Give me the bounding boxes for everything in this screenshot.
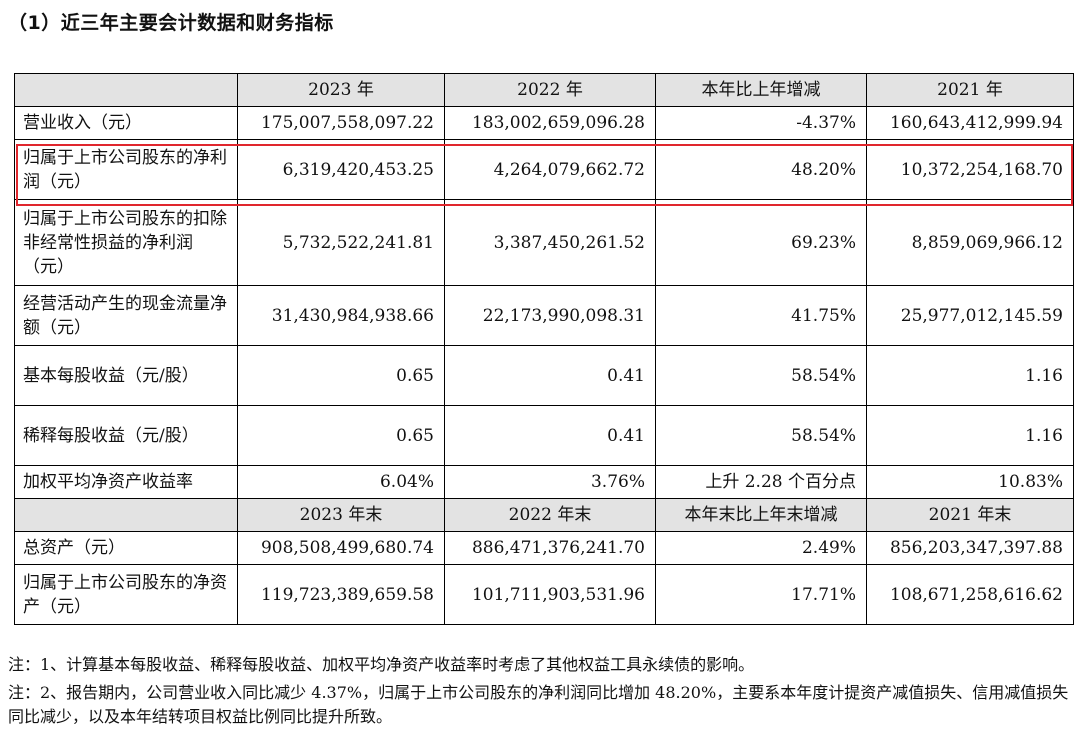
footnotes: 注：1、计算基本每股收益、稀释每股收益、加权平均净资产收益率时考虑了其他权益工具…: [8, 653, 1074, 729]
cell-value-2023: 5,732,522,241.81: [237, 199, 445, 286]
cell-value-2023: 908,508,499,680.74: [237, 531, 445, 565]
cell-value-2021: 8,859,069,966.12: [866, 199, 1074, 286]
cell-change: 48.20%: [655, 139, 867, 200]
cell-value-2021: 1.16: [866, 345, 1074, 406]
row-label: 归属于上市公司股东的净资产（元）: [14, 564, 238, 625]
cell-value-2022: 3.76%: [444, 465, 656, 499]
header-cell-empty: [14, 73, 238, 107]
table-subheader-row: 2023 年末 2022 年末 本年末比上年末增减 2021 年末: [14, 498, 1074, 532]
cell-change: 58.54%: [655, 405, 867, 466]
cell-value-2021: 25,977,012,145.59: [866, 285, 1074, 346]
section-title: （1）近三年主要会计数据和财务指标: [8, 12, 334, 34]
row-label: 加权平均净资产收益率: [14, 465, 238, 499]
row-label: 经营活动产生的现金流量净额（元）: [14, 285, 238, 346]
cell-value-2022: 22,173,990,098.31: [444, 285, 656, 346]
row-label: 基本每股收益（元/股）: [14, 345, 238, 406]
table-row: 经营活动产生的现金流量净额（元） 31,430,984,938.66 22,17…: [14, 285, 1074, 346]
cell-change: 17.71%: [655, 564, 867, 625]
row-label: 归属于上市公司股东的扣除非经常性损益的净利润（元）: [14, 199, 238, 286]
table-row: 基本每股收益（元/股） 0.65 0.41 58.54% 1.16: [14, 345, 1074, 406]
row-label: 总资产（元）: [14, 531, 238, 565]
cell-change: 2.49%: [655, 531, 867, 565]
cell-value-2021: 108,671,258,616.62: [866, 564, 1074, 625]
footnote-1: 注：1、计算基本每股收益、稀释每股收益、加权平均净资产收益率时考虑了其他权益工具…: [8, 655, 755, 674]
cell-change: 41.75%: [655, 285, 867, 346]
subheader-cell-change: 本年末比上年末增减: [655, 498, 867, 532]
table-row: 归属于上市公司股东的净利润（元） 6,319,420,453.25 4,264,…: [14, 139, 1074, 200]
table-row: 营业收入（元） 175,007,558,097.22 183,002,659,0…: [14, 106, 1074, 140]
header-cell-2022: 2022 年: [444, 73, 656, 107]
cell-change: 58.54%: [655, 345, 867, 406]
cell-change: 上升 2.28 个百分点: [655, 465, 867, 499]
table-header-row: 2023 年 2022 年 本年比上年增减 2021 年: [14, 73, 1074, 107]
cell-value-2023: 0.65: [237, 345, 445, 406]
cell-value-2022: 183,002,659,096.28: [444, 106, 656, 140]
header-cell-2021: 2021 年: [866, 73, 1074, 107]
table-row: 归属于上市公司股东的净资产（元） 119,723,389,659.58 101,…: [14, 564, 1074, 625]
subheader-cell-empty: [14, 498, 238, 532]
cell-value-2021: 160,643,412,999.94: [866, 106, 1074, 140]
cell-value-2022: 0.41: [444, 345, 656, 406]
cell-value-2023: 6,319,420,453.25: [237, 139, 445, 200]
table-row: 归属于上市公司股东的扣除非经常性损益的净利润（元） 5,732,522,241.…: [14, 199, 1074, 286]
cell-value-2021: 1.16: [866, 405, 1074, 466]
cell-value-2023: 119,723,389,659.58: [237, 564, 445, 625]
header-cell-2023: 2023 年: [237, 73, 445, 107]
table-row: 稀释每股收益（元/股） 0.65 0.41 58.54% 1.16: [14, 405, 1074, 466]
cell-change: 69.23%: [655, 199, 867, 286]
cell-value-2021: 10,372,254,168.70: [866, 139, 1074, 200]
cell-value-2022: 886,471,376,241.70: [444, 531, 656, 565]
footnote-2: 注：2、报告期内，公司营业收入同比减少 4.37%，归属于上市公司股东的净利润同…: [8, 683, 1069, 726]
table-row: 加权平均净资产收益率 6.04% 3.76% 上升 2.28 个百分点 10.8…: [14, 465, 1074, 499]
cell-value-2023: 31,430,984,938.66: [237, 285, 445, 346]
subheader-cell-2022: 2022 年末: [444, 498, 656, 532]
row-label: 稀释每股收益（元/股）: [14, 405, 238, 466]
financial-data-table: 2023 年 2022 年 本年比上年增减 2021 年 营业收入（元） 175…: [14, 73, 1074, 625]
cell-value-2021: 10.83%: [866, 465, 1074, 499]
cell-value-2022: 101,711,903,531.96: [444, 564, 656, 625]
cell-value-2023: 6.04%: [237, 465, 445, 499]
table-row: 总资产（元） 908,508,499,680.74 886,471,376,24…: [14, 531, 1074, 565]
row-label: 营业收入（元）: [14, 106, 238, 140]
subheader-cell-2021: 2021 年末: [866, 498, 1074, 532]
cell-change: -4.37%: [655, 106, 867, 140]
cell-value-2023: 0.65: [237, 405, 445, 466]
row-label: 归属于上市公司股东的净利润（元）: [14, 139, 238, 200]
cell-value-2022: 0.41: [444, 405, 656, 466]
cell-value-2021: 856,203,347,397.88: [866, 531, 1074, 565]
subheader-cell-2023: 2023 年末: [237, 498, 445, 532]
cell-value-2022: 4,264,079,662.72: [444, 139, 656, 200]
cell-value-2023: 175,007,558,097.22: [237, 106, 445, 140]
cell-value-2022: 3,387,450,261.52: [444, 199, 656, 286]
header-cell-change: 本年比上年增减: [655, 73, 867, 107]
